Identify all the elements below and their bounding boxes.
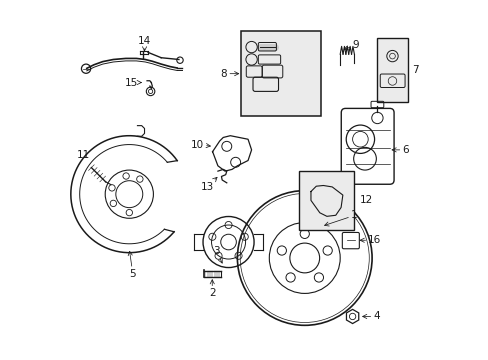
Text: 1: 1 (324, 211, 357, 226)
Bar (299, 171, 354, 230)
Text: 6: 6 (391, 145, 408, 155)
Bar (377, 38, 407, 102)
Bar (241, 31, 320, 116)
Text: 7: 7 (411, 65, 418, 75)
Text: 8: 8 (220, 69, 238, 79)
Text: 9: 9 (344, 40, 359, 50)
Text: 10: 10 (190, 140, 210, 149)
Text: 11: 11 (77, 150, 90, 160)
Text: 15: 15 (124, 77, 141, 87)
Text: 16: 16 (360, 235, 381, 245)
Text: 13: 13 (200, 177, 217, 192)
Text: 12: 12 (360, 195, 373, 206)
Text: 3: 3 (212, 246, 222, 263)
Text: 14: 14 (138, 36, 151, 51)
Text: 2: 2 (208, 280, 215, 298)
Text: 5: 5 (128, 251, 136, 279)
Text: 4: 4 (362, 311, 379, 321)
